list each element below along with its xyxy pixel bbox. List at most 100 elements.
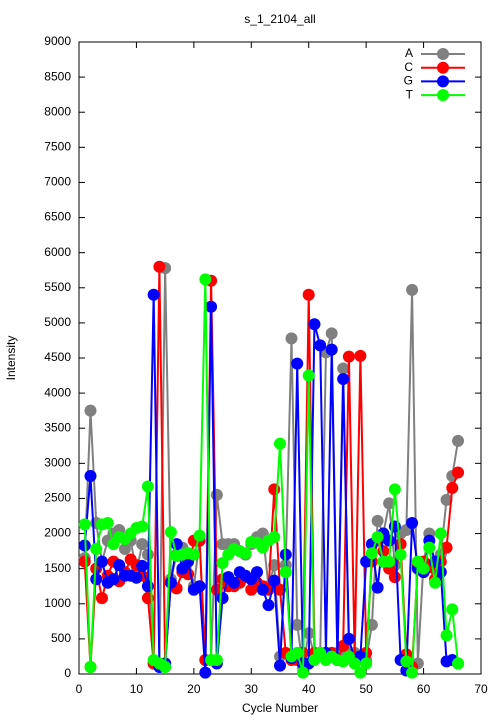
- data-point: [383, 497, 396, 510]
- data-point: [302, 288, 315, 301]
- data-point: [434, 527, 447, 540]
- y-tick-label: 3000: [44, 456, 71, 470]
- legend-marker: [437, 61, 449, 74]
- legend-label: C: [404, 60, 413, 74]
- y-tick-label: 7000: [44, 175, 71, 189]
- y-tick-label: 5000: [44, 315, 71, 329]
- data-point: [84, 469, 97, 482]
- y-tick-label: 8500: [44, 69, 71, 83]
- data-point: [164, 576, 177, 589]
- y-tick-label: 4000: [44, 385, 71, 399]
- data-point: [423, 541, 436, 554]
- data-point: [274, 437, 286, 450]
- data-point: [406, 517, 419, 530]
- chart-title: s_1_2104_all: [244, 12, 315, 26]
- data-point: [342, 350, 355, 363]
- data-point: [136, 520, 149, 533]
- data-point: [262, 599, 275, 612]
- data-point: [95, 555, 108, 568]
- x-tick-label: 10: [130, 682, 144, 696]
- data-point: [354, 349, 367, 362]
- data-point: [446, 603, 459, 616]
- y-tick-label: 9000: [44, 34, 71, 48]
- data-point: [440, 629, 453, 642]
- y-tick-label: 4500: [44, 350, 71, 364]
- data-point: [274, 659, 286, 672]
- data-point: [406, 666, 419, 679]
- data-point: [78, 518, 91, 531]
- data-point: [383, 534, 396, 547]
- x-tick-label: 50: [359, 682, 373, 696]
- data-point: [216, 592, 229, 605]
- data-point: [101, 517, 114, 530]
- y-axis-label: Intensity: [4, 336, 18, 381]
- data-point: [159, 660, 172, 673]
- data-point: [78, 555, 91, 568]
- data-point: [147, 288, 160, 301]
- data-point: [354, 666, 367, 679]
- data-point: [90, 573, 103, 586]
- data-point: [187, 548, 200, 561]
- data-point: [337, 373, 350, 386]
- data-point: [193, 529, 206, 542]
- data-point: [256, 583, 269, 596]
- y-tick-label: 0: [64, 666, 71, 680]
- data-point: [268, 483, 281, 496]
- data-point: [452, 657, 465, 670]
- data-point: [164, 526, 177, 539]
- data-point: [371, 531, 384, 544]
- data-point: [291, 646, 304, 659]
- data-point: [210, 653, 223, 666]
- x-tick-label: 60: [417, 682, 431, 696]
- data-point: [452, 466, 465, 479]
- data-point: [279, 566, 292, 579]
- data-point: [302, 369, 315, 382]
- data-point: [136, 559, 149, 572]
- data-point: [84, 404, 97, 417]
- data-point: [314, 339, 327, 352]
- y-tick-label: 500: [51, 631, 71, 645]
- data-point: [291, 618, 304, 631]
- x-tick-label: 20: [187, 682, 201, 696]
- y-tick-label: 2000: [44, 526, 71, 540]
- data-point: [360, 555, 373, 568]
- data-point: [348, 657, 361, 670]
- data-point: [239, 547, 252, 560]
- data-point: [153, 260, 166, 273]
- legend-marker: [437, 48, 449, 60]
- data-point: [291, 357, 304, 370]
- legend-label: G: [404, 74, 413, 88]
- data-point: [84, 660, 97, 673]
- data-point: [268, 574, 281, 587]
- data-point: [296, 666, 309, 679]
- data-point: [388, 571, 401, 584]
- data-point: [113, 559, 126, 572]
- data-point: [371, 581, 384, 594]
- data-point: [429, 576, 442, 589]
- x-axis-label: Cycle Number: [242, 701, 318, 715]
- data-point: [136, 538, 149, 551]
- y-tick-label: 7500: [44, 140, 71, 154]
- data-point: [216, 557, 229, 570]
- data-point: [371, 514, 384, 527]
- data-point: [107, 573, 120, 586]
- data-point: [251, 566, 264, 579]
- data-point: [342, 632, 355, 645]
- y-tick-label: 8000: [44, 104, 71, 118]
- data-point: [308, 318, 321, 331]
- data-point: [90, 543, 103, 556]
- y-tick-label: 6500: [44, 210, 71, 224]
- legend-label: A: [405, 46, 413, 60]
- y-tick-label: 1500: [44, 561, 71, 575]
- data-point: [118, 543, 131, 556]
- data-point: [440, 493, 453, 506]
- data-point: [285, 332, 298, 345]
- series-line: [83, 279, 460, 677]
- data-point: [417, 562, 430, 575]
- x-tick-label: 0: [76, 682, 83, 696]
- data-point: [268, 531, 281, 544]
- data-point: [383, 555, 396, 568]
- data-point: [130, 571, 143, 584]
- data-point: [325, 327, 338, 340]
